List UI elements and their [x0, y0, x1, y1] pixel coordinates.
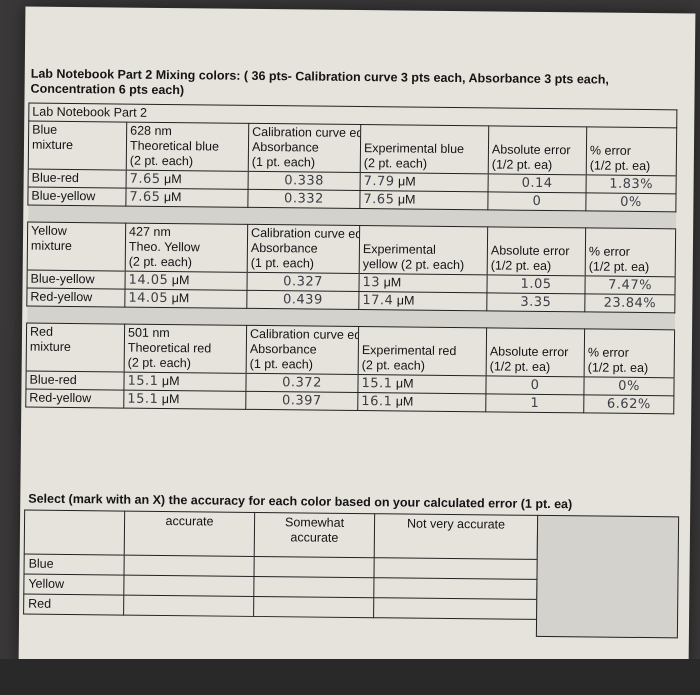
red-pct-header: % error (1/2 pt. ea) [584, 328, 675, 378]
accuracy-row-red: Red [23, 594, 124, 616]
blue-abs-header: Calibration curve equation y=0.0434xAbso… [248, 123, 361, 173]
mark-cell[interactable] [123, 555, 255, 577]
mark-cell[interactable] [253, 556, 375, 578]
accuracy-prompt: Select (mark with an X) the accuracy for… [28, 491, 573, 512]
accuracy-header-accurate: accurate [124, 511, 255, 557]
notebook-page: Lab Notebook Part 2 Mixing colors: ( 36 … [18, 6, 696, 669]
red-label: Red mixture [26, 323, 125, 373]
blue-exp-header: Experimental blue (2 pt. each) [360, 124, 489, 174]
red-theo-header: 501 nm Theoretical red (2 pt. each) [124, 324, 247, 374]
accuracy-header-somewhat: Somewhat accurate [254, 512, 375, 558]
yellow-theo-header: 427 nm Theo. Yellow (2 pt. each) [125, 223, 248, 273]
mark-cell[interactable] [373, 597, 537, 620]
accuracy-row-yellow: Yellow [23, 574, 124, 596]
yellow-pct-header: % error (1/2 pt. ea) [585, 227, 676, 277]
accuracy-table: accurate Somewhat accurate Not very accur… [23, 510, 538, 620]
red-abs-header: Calibration curve equation y=0.0246xAbso… [246, 325, 359, 375]
blue-label: Blue mixture [28, 121, 127, 171]
mark-cell[interactable] [123, 575, 254, 597]
yellow-abs-header: Calibration curve equation y=0.0252xAbso… [247, 224, 360, 274]
accuracy-header-not-very: Not very accurate [374, 513, 538, 560]
accuracy-row-blue: Blue [24, 554, 125, 576]
red-abserr-header: Absolute error (1/2 pt. ea) [486, 327, 585, 377]
assignment-heading: Lab Notebook Part 2 Mixing colors: ( 36 … [31, 67, 681, 104]
red-exp-header: Experimental red (2 pt. each) [358, 326, 487, 376]
background-edge [0, 659, 700, 695]
blue-abserr-header: Absolute error (1/2 pt. ea) [488, 125, 587, 175]
results-table: Lab Notebook Part 2 Blue mixture 628 nm Th… [25, 103, 677, 415]
yellow-exp-header: Experimental yellow (2 pt. each) [359, 225, 488, 275]
mark-cell[interactable] [253, 596, 374, 618]
mark-cell[interactable] [253, 576, 374, 598]
mark-cell[interactable] [373, 577, 537, 600]
blue-pct-header: % error (1/2 pt. ea) [586, 126, 677, 176]
mark-cell[interactable] [123, 595, 254, 617]
yellow-abserr-header: Absolute error (1/2 pt. ea) [487, 226, 586, 276]
yellow-label: Yellow mixture [27, 222, 126, 272]
accuracy-corner [24, 510, 125, 556]
unused-area [535, 514, 680, 639]
blue-theo-header: 628 nm Theoretical blue (2 pt. each) [126, 122, 249, 172]
mark-cell[interactable] [373, 557, 538, 580]
